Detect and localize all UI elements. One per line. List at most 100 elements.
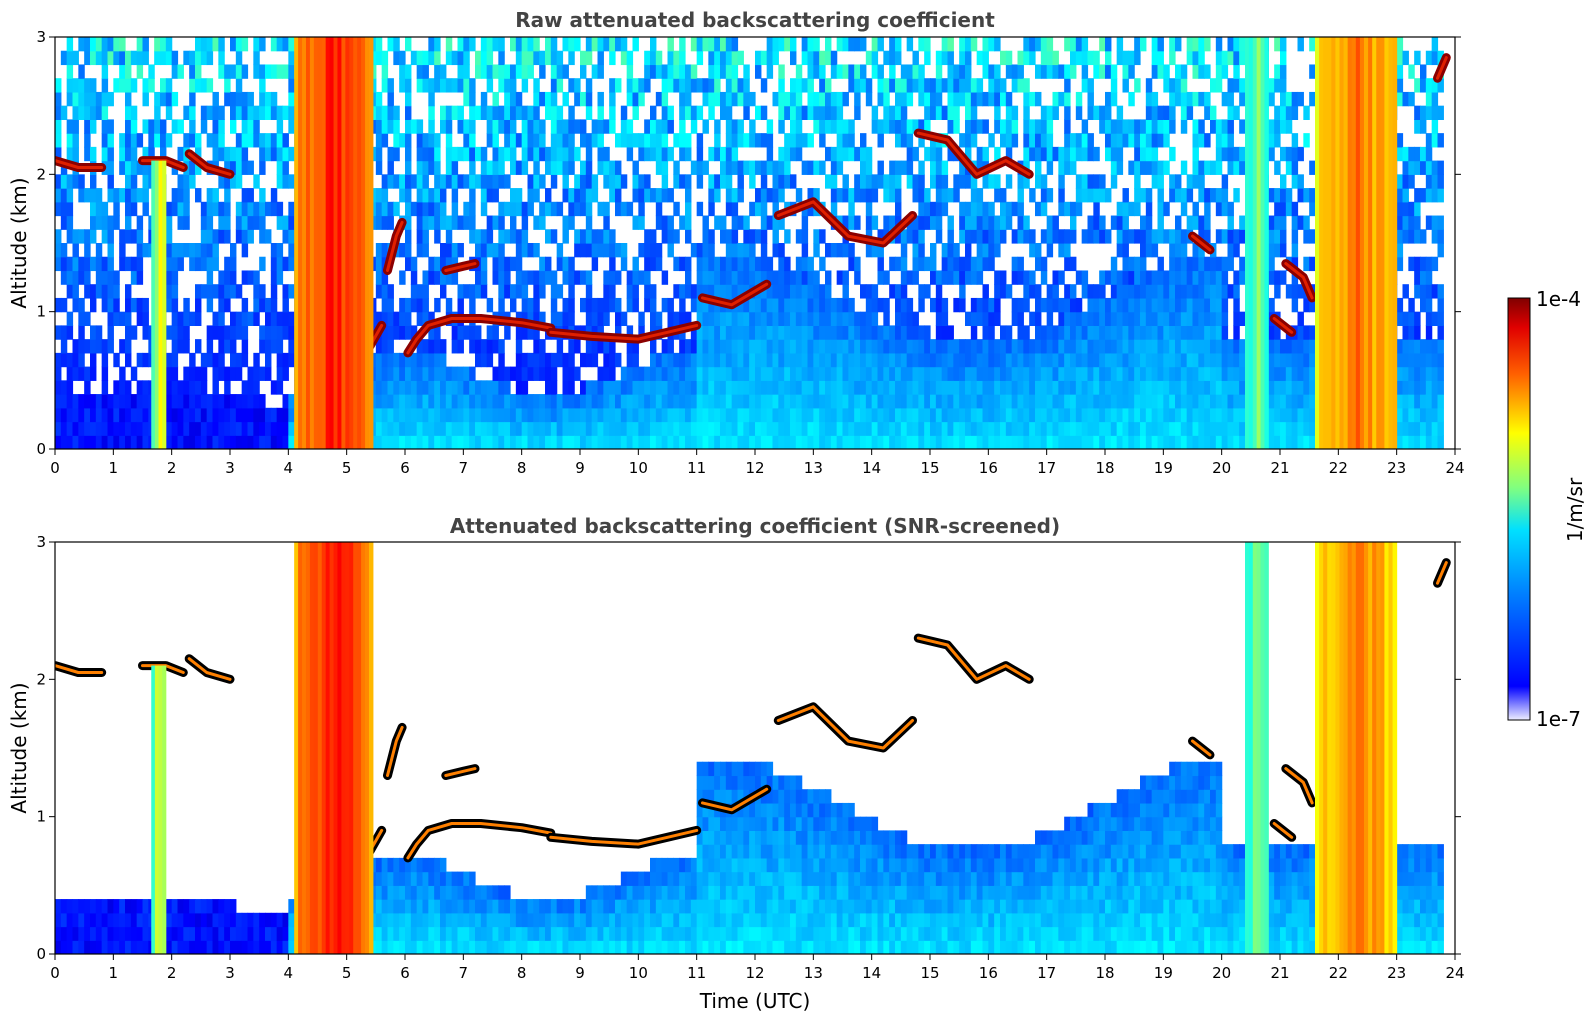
heatmap-cell bbox=[895, 78, 902, 93]
heatmap-cell bbox=[1110, 91, 1118, 107]
heatmap-cell bbox=[1075, 146, 1083, 162]
heatmap-cell bbox=[976, 160, 984, 175]
heatmap-cell bbox=[819, 311, 826, 326]
heatmap-cell bbox=[533, 325, 540, 340]
heatmap-cell bbox=[696, 201, 704, 217]
heatmap-cell bbox=[125, 435, 132, 449]
heatmap-cell bbox=[486, 325, 494, 340]
heatmap-cell bbox=[976, 394, 984, 409]
heatmap-cell bbox=[994, 352, 1001, 368]
heatmap-cell bbox=[900, 325, 908, 340]
heatmap-cell bbox=[428, 105, 435, 120]
heatmap-cell bbox=[900, 256, 908, 272]
heatmap-cell bbox=[848, 201, 855, 217]
heatmap-cell bbox=[1186, 188, 1194, 203]
heatmap-cell bbox=[200, 37, 208, 52]
heatmap-cell bbox=[1070, 366, 1077, 381]
heatmap-cell bbox=[620, 394, 628, 409]
heatmap-cell bbox=[1029, 188, 1036, 203]
heatmap-cell bbox=[1180, 366, 1188, 381]
heatmap-cell bbox=[235, 146, 243, 162]
heatmap-cell bbox=[393, 407, 400, 423]
heatmap-cell bbox=[130, 201, 138, 217]
heatmap-cell bbox=[994, 380, 1001, 395]
heatmap-cell bbox=[60, 380, 68, 395]
heatmap-cell bbox=[900, 270, 908, 285]
heatmap-cell bbox=[142, 188, 149, 203]
heatmap-cell bbox=[574, 407, 581, 423]
heatmap-cell bbox=[434, 229, 441, 244]
heatmap-cell bbox=[772, 270, 779, 285]
heatmap-cell bbox=[241, 64, 249, 79]
heatmap-cell bbox=[696, 160, 704, 175]
heatmap-cell bbox=[90, 50, 97, 66]
heatmap-cell bbox=[935, 160, 943, 175]
heatmap-cell bbox=[1145, 380, 1153, 395]
heatmap-cell bbox=[1017, 380, 1024, 395]
heatmap-cell bbox=[737, 421, 744, 436]
heatmap-cell bbox=[638, 421, 645, 436]
heatmap-cell bbox=[1081, 311, 1089, 326]
heatmap-cell bbox=[1122, 311, 1129, 326]
heatmap-cell bbox=[895, 297, 902, 313]
heatmap-cell bbox=[1151, 37, 1159, 52]
heatmap-cell bbox=[381, 201, 389, 217]
heatmap-cell bbox=[690, 64, 698, 79]
heatmap-cell bbox=[778, 311, 785, 326]
heatmap-cell bbox=[848, 37, 855, 52]
heatmap-cell bbox=[708, 435, 715, 449]
heatmap-cell bbox=[125, 229, 132, 244]
heatmap-cell bbox=[90, 325, 97, 340]
heatmap-cell bbox=[533, 91, 540, 107]
heatmap-cell bbox=[1285, 394, 1293, 409]
heatmap-cell bbox=[381, 352, 389, 368]
heatmap-cell bbox=[410, 284, 418, 299]
heatmap-cell bbox=[743, 421, 750, 436]
heatmap-cell bbox=[690, 352, 698, 368]
heatmap-cell bbox=[1116, 229, 1124, 244]
heatmap-cell bbox=[498, 339, 505, 354]
heatmap-cell bbox=[1297, 421, 1304, 436]
heatmap-cell bbox=[550, 394, 558, 409]
heatmap-cell bbox=[836, 243, 844, 258]
heatmap-cell bbox=[766, 394, 774, 409]
heatmap-cell bbox=[877, 435, 884, 449]
heatmap-cell bbox=[953, 352, 960, 368]
heatmap-cell bbox=[830, 243, 838, 258]
heatmap-cell bbox=[381, 243, 389, 258]
heatmap-cell bbox=[78, 366, 85, 381]
heatmap-cell bbox=[1192, 311, 1199, 326]
heatmap-cell bbox=[1035, 160, 1042, 175]
heatmap-cell bbox=[282, 215, 289, 230]
heatmap-cell bbox=[247, 435, 254, 449]
heatmap-cell bbox=[667, 119, 674, 134]
heatmap-cell bbox=[1233, 160, 1240, 175]
heatmap-cell bbox=[755, 50, 762, 66]
heatmap-cell bbox=[556, 201, 564, 217]
heatmap-cell bbox=[381, 270, 389, 285]
heatmap-cell bbox=[177, 325, 184, 340]
heatmap-cell bbox=[498, 201, 505, 217]
heatmap-cell bbox=[877, 119, 884, 134]
heatmap-cell bbox=[1087, 380, 1094, 395]
heatmap-cell bbox=[521, 37, 529, 52]
heatmap-cell bbox=[393, 366, 400, 381]
heatmap-cell bbox=[883, 380, 890, 395]
heatmap-cell bbox=[1075, 50, 1083, 66]
heatmap-cell bbox=[760, 243, 768, 258]
heatmap-cell bbox=[1210, 119, 1217, 134]
heatmap-cell bbox=[486, 435, 494, 449]
heatmap-cell bbox=[1186, 380, 1194, 395]
heatmap-cell bbox=[253, 407, 260, 423]
heatmap-cell bbox=[533, 78, 540, 93]
heatmap-cell bbox=[1046, 119, 1054, 134]
heatmap-cell bbox=[1134, 119, 1141, 134]
heatmap-cell bbox=[650, 37, 657, 52]
heatmap-cell bbox=[200, 407, 208, 423]
heatmap-cell bbox=[574, 188, 581, 203]
heatmap-cell bbox=[970, 105, 978, 120]
heatmap-cell bbox=[930, 146, 937, 162]
heatmap-cell bbox=[265, 91, 272, 107]
heatmap-cell bbox=[1064, 366, 1071, 381]
heatmap-cell bbox=[1157, 339, 1164, 354]
